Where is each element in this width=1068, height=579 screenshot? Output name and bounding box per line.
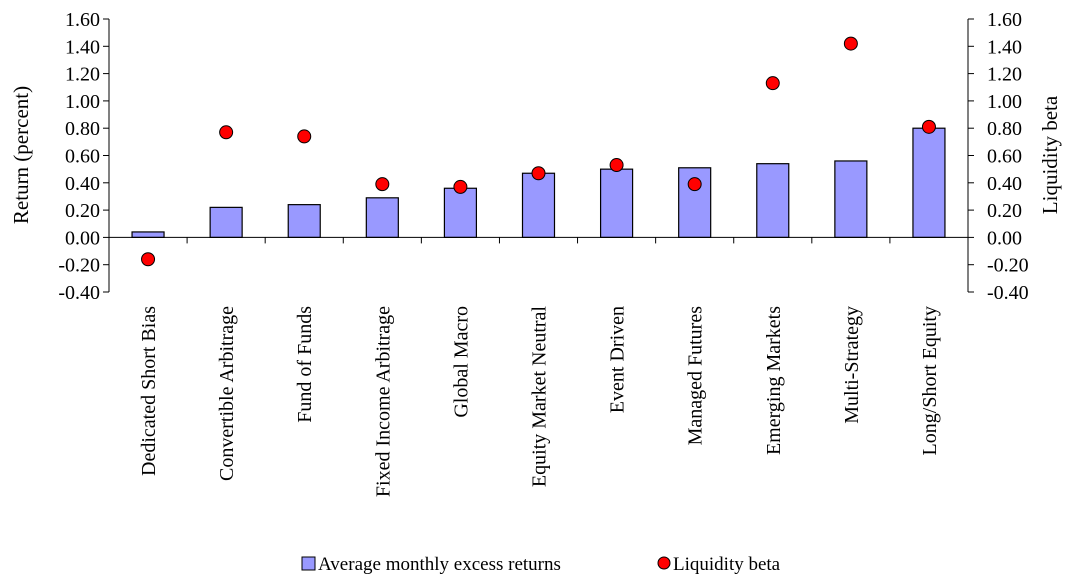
- y2-tick-label-6: 0.80: [987, 118, 1022, 140]
- x-tick-label-1: Convertible Arbitrage: [216, 306, 238, 481]
- legend-marker-point: [657, 556, 671, 570]
- x-tick-label-3: Fixed Income Arbitrage: [372, 306, 394, 497]
- bar-10: [912, 127, 946, 238]
- points-layer: [141, 36, 936, 267]
- bar-2: [287, 204, 321, 238]
- legend-swatch-bar: [301, 556, 316, 571]
- axes-layer: [103, 18, 974, 293]
- labels-layer: -0.40 -0.20 0.00 0.20 0.40 0.60 0.80 1.00 1.20 1.…: [58, 9, 1028, 497]
- x-tick-label-6: Event Driven: [607, 306, 629, 413]
- y2-tick-label-4: 0.40: [987, 173, 1022, 195]
- point-4: [453, 179, 468, 194]
- x-tick-label-0: Dedicated Short Bias: [138, 306, 160, 476]
- bar-8: [756, 163, 790, 239]
- x-tick-label-7: Managed Futures: [685, 306, 707, 446]
- y2-tick-label-5: 0.60: [987, 146, 1022, 168]
- x-tick-label-2: Fund of Funds: [294, 306, 316, 423]
- point-6: [609, 158, 624, 173]
- y-tick-label-9: 1.40: [65, 36, 100, 58]
- y2-tick-label-8: 1.20: [987, 64, 1022, 86]
- point-10: [921, 119, 936, 134]
- point-9: [843, 36, 858, 51]
- y2-axis-title: Liquidity beta: [1038, 95, 1062, 214]
- y2-tick-label-10: 1.60: [987, 9, 1022, 31]
- y-tick-label-5: 0.60: [65, 146, 100, 168]
- y-tick-label-3: 0.20: [65, 200, 100, 222]
- y2-tick-label-1: -0.20: [987, 255, 1029, 277]
- bar-9: [834, 160, 868, 239]
- x-tick-label-8: Emerging Markets: [763, 306, 785, 455]
- point-0: [141, 252, 156, 267]
- legend-label-bar: Average monthly excess returns: [318, 554, 561, 575]
- x-tick-label-9: Multi-Strategy: [841, 306, 863, 424]
- bar-3: [365, 197, 399, 239]
- bars-layer: [131, 127, 946, 239]
- y-axis-title: Return (percent): [9, 86, 33, 224]
- y-tick-label-2: 0.00: [65, 227, 100, 249]
- bar-0: [131, 231, 165, 239]
- y2-tick-label-0: -0.40: [987, 282, 1029, 304]
- point-2: [297, 129, 312, 144]
- y-tick-label-7: 1.00: [65, 91, 100, 113]
- y2-tick-label-2: 0.00: [987, 227, 1022, 249]
- y-tick-label-0: -0.40: [58, 282, 100, 304]
- y2-tick-label-3: 0.20: [987, 200, 1022, 222]
- y-tick-label-6: 0.80: [65, 118, 100, 140]
- x-tick-label-10: Long/Short Equity: [919, 306, 941, 455]
- bar-1: [209, 206, 243, 238]
- legend-label-point: Liquidity beta: [673, 554, 781, 575]
- bar-6: [599, 168, 634, 238]
- bar-5: [521, 172, 556, 238]
- x-tick-label-4: Global Macro: [450, 306, 472, 418]
- bar-4: [443, 187, 478, 238]
- point-8: [765, 76, 780, 91]
- y-tick-label-10: 1.60: [65, 9, 100, 31]
- y-tick-label-1: -0.20: [58, 255, 100, 277]
- y2-tick-label-9: 1.40: [987, 36, 1022, 58]
- legend: Average monthly excess returns Liquidity…: [301, 554, 781, 575]
- y2-tick-label-7: 1.00: [987, 91, 1022, 113]
- point-5: [531, 166, 546, 181]
- x-tick-label-5: Equity Market Neutral: [529, 306, 551, 487]
- point-7: [687, 177, 702, 192]
- point-1: [219, 125, 234, 140]
- y-tick-label-4: 0.40: [65, 173, 100, 195]
- point-3: [375, 177, 390, 192]
- y-tick-label-8: 1.20: [65, 64, 100, 86]
